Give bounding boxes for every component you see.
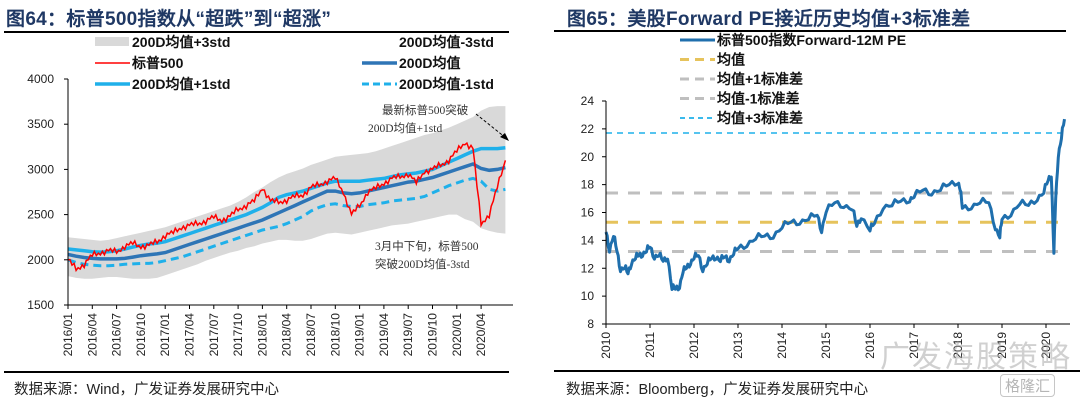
left-title-text: ：标普500指数从“超跌”到“超涨” [47, 9, 332, 30]
annotation-crash-line2: 突破200D均值-3std [375, 257, 470, 271]
right-x-tick-label: 2014 [775, 332, 789, 359]
right-y-tick-label: 10 [581, 289, 595, 303]
right-x-tick-label: 2019 [995, 332, 1009, 359]
right-y-tick-label: 18 [581, 178, 595, 192]
right-y-tick-label: 16 [581, 206, 595, 220]
left-title-divider [4, 31, 509, 33]
left-y-tick-label: 3000 [27, 162, 54, 176]
right-x-tick-label: 2012 [687, 332, 701, 359]
legend-std3-band-label: 200D均值+3std [132, 34, 230, 50]
right-title-number: 65 [586, 9, 609, 30]
annotation-arrow-line [475, 113, 507, 139]
right-title-divider [554, 30, 1066, 32]
left-y-tick-label: 3500 [27, 117, 54, 131]
left-x-tick-label: 2017/04 [183, 313, 197, 357]
right-x-tick-label: 2016 [863, 332, 877, 359]
left-x-tick-label: 2016/07 [110, 313, 124, 357]
left-x-tick-label: 2019/10 [426, 313, 440, 357]
series-ma200-line [67, 162, 506, 261]
right-y-tick-label: 14 [581, 233, 595, 247]
legend-mean-label: 均值 [717, 52, 745, 68]
right-chart: 8 10 12 14 16 18 20 22 24 2010 2011 2012 2013 2014 201… [581, 32, 1070, 359]
series-sp500-line [67, 141, 507, 273]
legend-sp500-label: 标普500 [131, 55, 184, 71]
left-x-tick-label: 2016/04 [85, 313, 99, 357]
left-y-tick-label: 2500 [27, 208, 54, 222]
right-x-tick-label: 2011 [643, 332, 657, 358]
left-x-tick-label: 2020/04 [474, 313, 488, 357]
legend-plus1std-label: 200D均值+1std [132, 76, 230, 92]
right-y-tick-label: 24 [581, 94, 595, 108]
left-x-tick-label: 2016/01 [61, 313, 75, 357]
right-x-tick-label: 2018 [951, 332, 965, 359]
annotation-arrow-head [500, 133, 509, 141]
left-x-tick-label: 2019/04 [377, 313, 391, 357]
left-source-note: 数据来源：Wind，广发证券发展研究中心 [14, 382, 280, 398]
left-x-tick-label: 2017/01 [158, 313, 172, 357]
legend-ma200-label: 200D均值 [399, 55, 460, 71]
right-figure-title: 图65：美股Forward PE接近历史均值+3标准差 [567, 4, 971, 31]
right-title-prefix: 图 [567, 9, 587, 30]
left-x-tick-label: 2016/10 [134, 313, 148, 357]
right-title-text: ：美股Forward PE接近历史均值+3标准差 [608, 9, 971, 30]
left-y-tick-label: 2000 [27, 253, 54, 267]
right-x-tick-label: 2017 [907, 332, 921, 359]
right-x-tick-label: 2013 [731, 332, 745, 359]
left-x-tick-label: 2018/10 [328, 313, 342, 357]
std3-band-area [68, 106, 506, 279]
right-source-divider [554, 370, 1080, 372]
left-source-divider [4, 371, 509, 373]
left-x-tick-label: 2019/07 [401, 313, 415, 357]
legend-minus1std-label: 均值-1标准差 [717, 91, 799, 107]
left-chart: 1500 2000 2500 3000 3500 4000 2016/01 2016/04 20… [27, 34, 513, 356]
legend-plus1std-label: 均值+1标准差 [717, 71, 803, 87]
left-x-tick-label: 2018/01 [255, 313, 269, 357]
right-y-tick-label: 22 [581, 122, 595, 136]
legend-forward-pe-label: 标普500指数Forward-12M PE [716, 32, 906, 48]
right-source-note: 数据来源：Bloomberg，广发证券发展研究中心 [566, 382, 869, 398]
right-y-tick-label: 12 [581, 261, 595, 275]
right-x-tick-label: 2015 [819, 332, 833, 359]
watermark-badge: 格隆汇 [1000, 374, 1056, 397]
left-y-tick-label: 1500 [27, 298, 54, 312]
right-y-tick-label: 20 [581, 150, 595, 164]
left-x-tick-label: 2019/01 [353, 313, 367, 357]
left-x-tick-label: 2020/01 [450, 313, 464, 357]
annotation-breakout-line1: 最新标普500突破 [382, 103, 469, 117]
right-y-tick-label: 8 [587, 317, 594, 331]
left-figure-panel: 图64：标普500指数从“超跌”到“超涨” 数据来源：Wind，广发证券发展研究… [4, 4, 509, 398]
left-figure-title: 图64：标普500指数从“超跌”到“超涨” [6, 4, 331, 31]
right-x-tick-label: 2020 [1039, 332, 1053, 359]
series-ma200-minus1std-line [67, 176, 506, 268]
left-x-tick-label: 2017/10 [231, 313, 245, 357]
left-x-tick-label: 2018/07 [304, 313, 318, 357]
right-figure-panel: 图65：美股Forward PE接近历史均值+3标准差 数据来源：Bloombe… [540, 0, 1080, 402]
left-x-tick-label: 2018/04 [280, 313, 294, 357]
legend-minus3std-label: 200D均值-3std [399, 34, 494, 50]
left-title-number: 64 [25, 9, 48, 30]
legend-std3-band-swatch [95, 37, 129, 46]
left-x-tick-label: 2017/07 [207, 313, 221, 357]
series-forward-pe-line [604, 118, 1066, 292]
left-title-prefix: 图 [6, 9, 26, 30]
legend-plus3std-label: 均值+3标准差 [717, 110, 803, 126]
legend-minus1std-label: 200D均值-1std [399, 76, 494, 92]
annotation-breakout-line2: 200D均值+1std [368, 122, 442, 135]
right-x-tick-label: 2010 [599, 332, 613, 359]
left-y-tick-label: 4000 [27, 72, 54, 86]
annotation-crash-line1: 3月中下旬，标普500 [375, 239, 479, 253]
watermark-text: 广发海股策略 [880, 341, 1072, 374]
